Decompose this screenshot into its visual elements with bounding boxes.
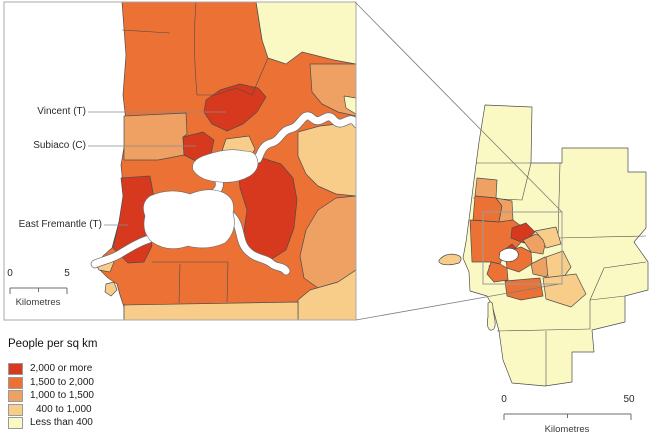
- inset-scale-end: 5: [64, 268, 70, 279]
- legend-swatch-red: [8, 363, 23, 375]
- legend-row: 1,500 to 2,000: [8, 376, 94, 389]
- region-south-perth: [237, 157, 298, 261]
- inset-map: [90, 2, 356, 320]
- inset-scalebar: [9, 287, 68, 294]
- legend-swatch-peach: [8, 403, 23, 416]
- region-label-subiaco: Subiaco (C): [33, 140, 86, 151]
- inset-scale-unit: Kilometres: [15, 297, 61, 308]
- region-label-east-fremantle: East Fremantle (T): [18, 219, 102, 230]
- melville-water: [143, 189, 235, 250]
- region-label-vincent: Vincent (T): [37, 106, 86, 117]
- legend-label: 2,000 or more: [30, 363, 93, 374]
- overview-scale-start: 0: [501, 394, 507, 405]
- inset-extent-box: [482, 211, 563, 285]
- legend-swatch-dark-orange: [8, 376, 23, 389]
- legend-label: Less than 400: [30, 417, 93, 428]
- overview-scalebar: [503, 413, 632, 420]
- region-vincent: [203, 83, 267, 132]
- region-islet: [104, 281, 118, 297]
- region-bottom-strip: [123, 301, 299, 320]
- legend-row: 2,000 or more: [8, 363, 94, 375]
- legend-label: 1,000 to 1,500: [30, 390, 94, 401]
- region-bottom-right: [297, 269, 356, 320]
- overview-scale-end: 50: [623, 394, 635, 405]
- legend-rows: 2,000 or more 1,500 to 2,000 1,000 to 1,…: [8, 363, 94, 429]
- legend-row: Less than 400: [8, 417, 94, 429]
- overview-map: [438, 104, 649, 387]
- overview-scale-unit: Kilometres: [544, 424, 590, 435]
- legend-row: 400 to 1,000: [8, 403, 94, 416]
- overview-river: [498, 247, 519, 262]
- region-right-notch: [343, 95, 356, 115]
- legend: People per sq km 2,000 or more 1,500 to …: [8, 338, 98, 429]
- inset-scale-start: 0: [7, 268, 13, 279]
- region-ne-pale: [255, 2, 356, 65]
- legend-swatch-pale-yellow: [8, 417, 23, 429]
- legend-label: 400 to 1,000: [36, 403, 92, 415]
- inset-map-frame: [3, 1, 357, 321]
- region-east-peach: [297, 121, 356, 197]
- perth-water: [192, 149, 259, 183]
- region-west-medium: [123, 112, 188, 161]
- rottnest-island: [438, 253, 462, 266]
- garden-island: [486, 301, 496, 331]
- swan-river: [90, 111, 356, 276]
- legend-title: People per sq km: [8, 338, 98, 350]
- connector-line-top: [354, 1, 563, 213]
- legend-swatch-medium-orange: [8, 390, 23, 402]
- legend-row: 1,000 to 1,500: [8, 390, 94, 402]
- region-right-upper: [309, 63, 356, 117]
- inset-internal-boundaries: [121, 2, 269, 304]
- connector-line-bottom: [355, 283, 560, 321]
- legend-label: 1,500 to 2,000: [30, 376, 94, 388]
